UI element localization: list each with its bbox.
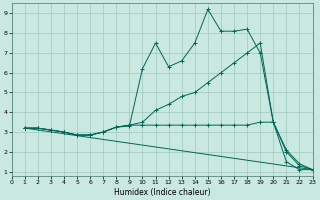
X-axis label: Humidex (Indice chaleur): Humidex (Indice chaleur) — [114, 188, 210, 197]
